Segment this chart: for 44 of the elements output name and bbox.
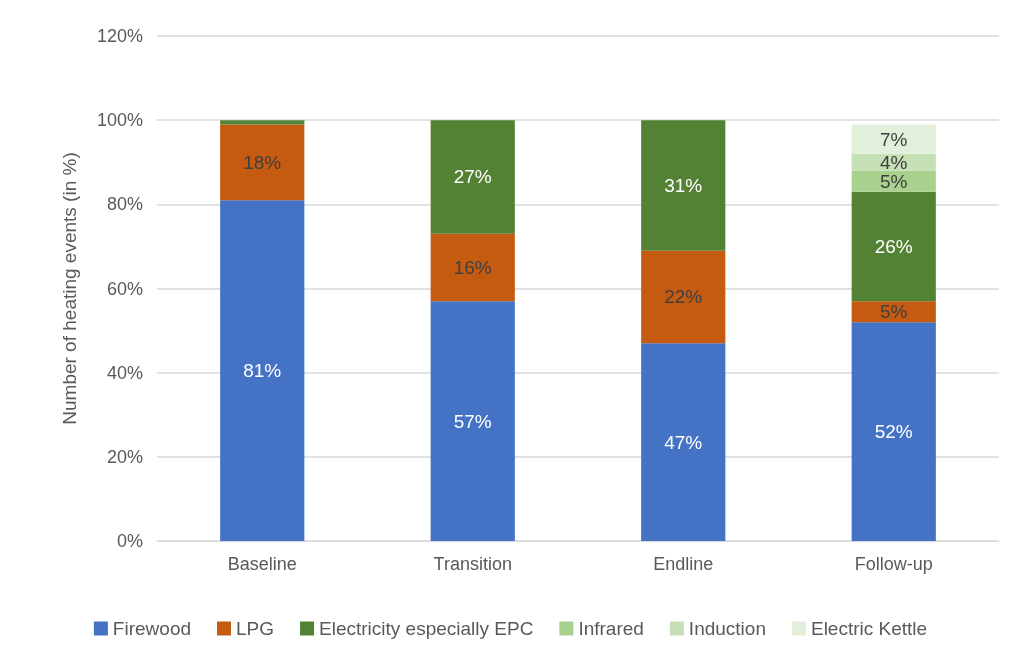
y-axis-title: Number of heating events (in %) [59,152,80,425]
bar [641,343,726,541]
data-label: 5% [880,301,908,323]
data-label: 18% [243,151,282,173]
y-tick-label: 0% [116,531,143,551]
data-label: 27% [453,166,492,188]
legend-label: Infrared [578,618,644,639]
data-label: 52% [874,421,913,443]
legend-label: Electricity especially EPC [319,618,534,639]
y-tick-label: 60% [106,278,143,299]
data-label: 16% [453,256,492,278]
y-tick-label: 40% [106,362,143,383]
bar [851,191,936,302]
y-tick-label: 80% [106,194,143,215]
data-label: 22% [664,286,703,308]
bar [220,200,305,541]
data-label: 4% [880,151,908,173]
legend-label: Electric Kettle [810,618,928,639]
data-label: 31% [664,174,703,196]
x-tick-label: Follow-up [854,554,933,574]
bar [430,233,515,302]
y-tick-label: 20% [106,446,143,467]
bar [430,301,515,541]
y-tick-label: 120% [96,26,143,46]
x-tick-label: Endline [653,554,714,574]
data-label: 7% [880,128,908,150]
data-label: 81% [243,360,282,382]
legend-label: LPG [236,618,275,639]
bar [641,120,726,251]
bar [641,250,726,344]
x-tick-label: Baseline [227,554,297,574]
bar [220,124,305,201]
data-label: 5% [880,170,908,192]
bar [430,120,515,234]
data-label: 57% [453,410,492,432]
legend-label: Firewood [112,618,192,639]
y-tick-label: 100% [96,110,143,131]
x-tick-label: Transition [433,554,512,574]
legend-label: Induction [688,618,766,639]
bar [851,124,936,154]
data-label: 47% [664,431,703,453]
bar [220,120,305,125]
bar [851,322,936,541]
data-label: 26% [874,235,913,257]
